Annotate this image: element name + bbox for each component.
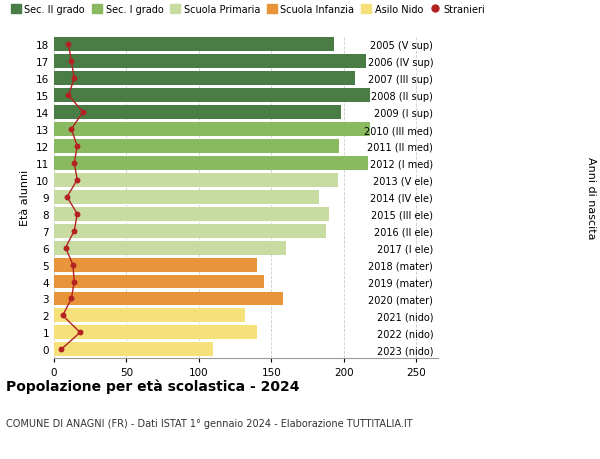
Point: [73, 177, 82, 184]
Legend: Sec. II grado, Sec. I grado, Scuola Primaria, Scuola Infanzia, Asilo Nido, Stran: Sec. II grado, Sec. I grado, Scuola Prim…: [11, 5, 485, 15]
Bar: [54, 224, 326, 238]
Point: [70, 228, 79, 235]
Point: [67, 58, 76, 66]
Bar: [54, 190, 319, 204]
Bar: [54, 89, 370, 103]
Bar: [54, 241, 286, 255]
Bar: [54, 123, 370, 137]
Point: [62, 194, 72, 201]
Point: [68, 261, 77, 269]
Point: [73, 143, 82, 150]
Bar: [54, 309, 245, 323]
Bar: [54, 38, 334, 52]
Bar: [54, 140, 340, 154]
Point: [67, 126, 76, 134]
Point: [64, 92, 73, 100]
Point: [64, 41, 73, 49]
Bar: [54, 275, 264, 289]
Bar: [54, 326, 257, 340]
Bar: [54, 174, 338, 187]
Point: [58, 312, 67, 319]
Text: COMUNE DI ANAGNI (FR) - Dati ISTAT 1° gennaio 2024 - Elaborazione TUTTITALIA.IT: COMUNE DI ANAGNI (FR) - Dati ISTAT 1° ge…: [6, 418, 413, 428]
Point: [70, 160, 79, 167]
Bar: [54, 157, 368, 170]
Point: [56, 346, 66, 353]
Point: [75, 329, 85, 336]
Y-axis label: Età alunni: Età alunni: [20, 169, 31, 225]
Point: [61, 245, 70, 252]
Bar: [54, 72, 355, 86]
Point: [67, 295, 76, 302]
Point: [70, 278, 79, 285]
Point: [73, 211, 82, 218]
Bar: [54, 342, 214, 357]
Point: [78, 109, 88, 117]
Point: [70, 75, 79, 83]
Bar: [54, 292, 283, 306]
Bar: [54, 207, 329, 221]
Text: Popolazione per età scolastica - 2024: Popolazione per età scolastica - 2024: [6, 379, 299, 393]
Bar: [54, 106, 341, 120]
Text: Anni di nascita: Anni di nascita: [586, 156, 596, 239]
Bar: [54, 55, 365, 69]
Bar: [54, 258, 257, 272]
